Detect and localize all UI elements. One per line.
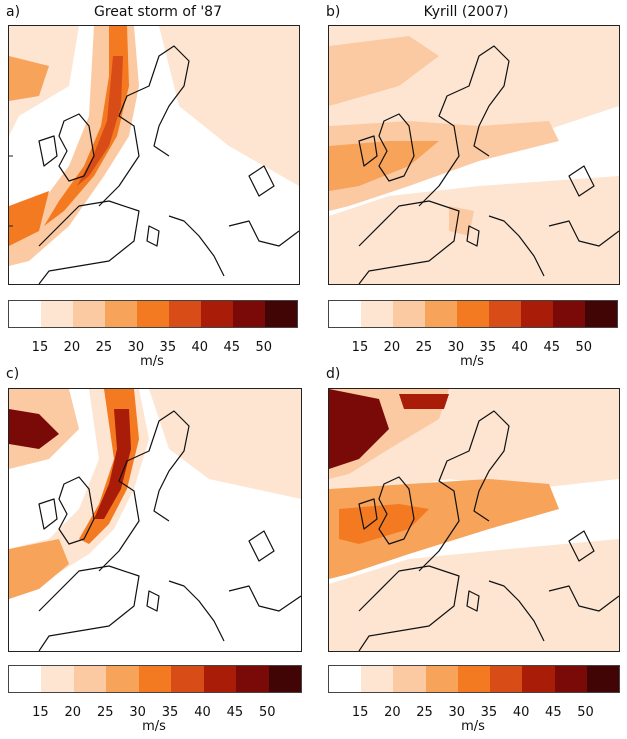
colorbar-swatch xyxy=(169,301,201,327)
colorbar-unit: m/s xyxy=(140,354,164,369)
colorbar-swatch xyxy=(361,666,394,692)
colorbar-swatch xyxy=(105,301,137,327)
colorbar-swatch xyxy=(73,666,107,692)
colorbar-swatch xyxy=(522,666,555,692)
tick-label: 30 xyxy=(127,340,145,355)
tick-label: 15 xyxy=(351,705,369,720)
panel-title-b: Kyrill (2007) xyxy=(423,4,509,20)
colorbar-swatch xyxy=(553,301,585,327)
panel-title-a: Great storm of '87 xyxy=(94,4,222,20)
tick-label: 15 xyxy=(32,705,49,720)
colorbar-swatch xyxy=(233,301,265,327)
tick-label: 35 xyxy=(479,340,497,355)
map-panel-c xyxy=(8,388,302,652)
colorbar-ticks-bottom-right: 15 20 25 30 35 40 45 50 xyxy=(328,705,618,721)
colorbar-swatch xyxy=(236,666,269,692)
tick-label: 50 xyxy=(577,705,594,720)
tick-label: 20 xyxy=(64,705,82,720)
tick-label: 40 xyxy=(191,340,209,355)
colorbar-top-left xyxy=(8,300,298,328)
map-panel-d xyxy=(328,388,620,652)
coastlines-a xyxy=(38,45,299,284)
colorbar-swatch xyxy=(457,666,491,692)
tick-label: 25 xyxy=(416,705,433,720)
tick-label: 45 xyxy=(543,340,561,355)
colorbar-swatch xyxy=(203,666,237,692)
colorbar-swatch xyxy=(9,301,41,327)
colorbar-swatch xyxy=(137,301,169,327)
tick-label: 20 xyxy=(384,705,401,720)
tick-label: 30 xyxy=(129,705,146,720)
colorbar-swatch xyxy=(201,301,233,327)
tick-label: 40 xyxy=(512,705,530,720)
colorbar-swatch xyxy=(73,301,105,327)
tick-label: 15 xyxy=(351,340,369,355)
wind-field-c xyxy=(9,389,301,651)
colorbar-swatch xyxy=(393,301,425,327)
colorbar-ticks-top-left: 15 20 25 30 35 40 45 50 xyxy=(8,340,296,356)
colorbar-ticks-top-right: 15 20 25 30 35 40 45 50 xyxy=(328,340,616,356)
panel-label-c: c) xyxy=(6,366,20,382)
colorbar-swatch xyxy=(41,666,74,692)
colorbar-swatch xyxy=(268,666,301,692)
wind-field-a xyxy=(9,26,299,284)
colorbar-ticks-bottom-left: 15 20 25 30 35 40 45 50 xyxy=(8,705,300,721)
colorbar-bottom-left xyxy=(8,665,302,693)
colorbar-swatch xyxy=(41,301,73,327)
colorbar-swatch xyxy=(393,666,426,692)
coastlines-b xyxy=(358,45,619,284)
colorbar-swatch xyxy=(138,666,172,692)
tick-label: 50 xyxy=(575,340,593,355)
colorbar-swatch xyxy=(9,666,42,692)
tick-label: 20 xyxy=(383,340,401,355)
colorbar-top-right xyxy=(328,300,618,328)
colorbar-swatch xyxy=(457,301,489,327)
colorbar-swatch xyxy=(361,301,393,327)
colorbar-bottom-right xyxy=(328,665,620,693)
colorbar-unit: m/s xyxy=(461,719,485,734)
tick-label: 30 xyxy=(448,705,466,720)
tick-label: 40 xyxy=(194,705,211,720)
tick-label: 25 xyxy=(415,340,433,355)
colorbar-swatch xyxy=(554,666,587,692)
tick-label: 35 xyxy=(161,705,179,720)
colorbar-unit: m/s xyxy=(142,719,166,734)
colorbar-swatch xyxy=(490,666,523,692)
tick-label: 25 xyxy=(96,705,114,720)
colorbar-swatch xyxy=(106,666,139,692)
tick-label: 40 xyxy=(511,340,529,355)
tick-label: 45 xyxy=(226,705,244,720)
tick-label: 45 xyxy=(223,340,241,355)
coastlines-c xyxy=(38,410,301,651)
tick-label: 15 xyxy=(31,340,49,355)
colorbar-swatch xyxy=(585,301,617,327)
colorbar-swatch xyxy=(329,666,362,692)
tick-label: 35 xyxy=(480,705,498,720)
map-panel-a xyxy=(8,25,300,285)
tick-label: 45 xyxy=(545,705,562,720)
wind-field-d xyxy=(329,389,619,651)
colorbar-swatch xyxy=(586,666,619,692)
tick-label: 20 xyxy=(63,340,81,355)
colorbar-swatch xyxy=(425,666,458,692)
colorbar-swatch xyxy=(171,666,204,692)
tick-label: 50 xyxy=(255,340,273,355)
colorbar-swatch xyxy=(265,301,297,327)
colorbar-swatch xyxy=(329,301,361,327)
panel-label-a: a) xyxy=(6,4,21,20)
tick-label: 50 xyxy=(259,705,276,720)
wind-field-b xyxy=(329,26,619,284)
coastlines-d xyxy=(358,410,619,651)
tick-label: 25 xyxy=(95,340,113,355)
colorbar-unit: m/s xyxy=(460,354,484,369)
tick-label: 30 xyxy=(447,340,465,355)
tick-label: 35 xyxy=(159,340,177,355)
panel-label-d: d) xyxy=(326,366,341,382)
colorbar-swatch xyxy=(489,301,521,327)
panel-label-b: b) xyxy=(326,4,341,20)
map-panel-b xyxy=(328,25,620,285)
colorbar-swatch xyxy=(521,301,553,327)
colorbar-swatch xyxy=(425,301,457,327)
